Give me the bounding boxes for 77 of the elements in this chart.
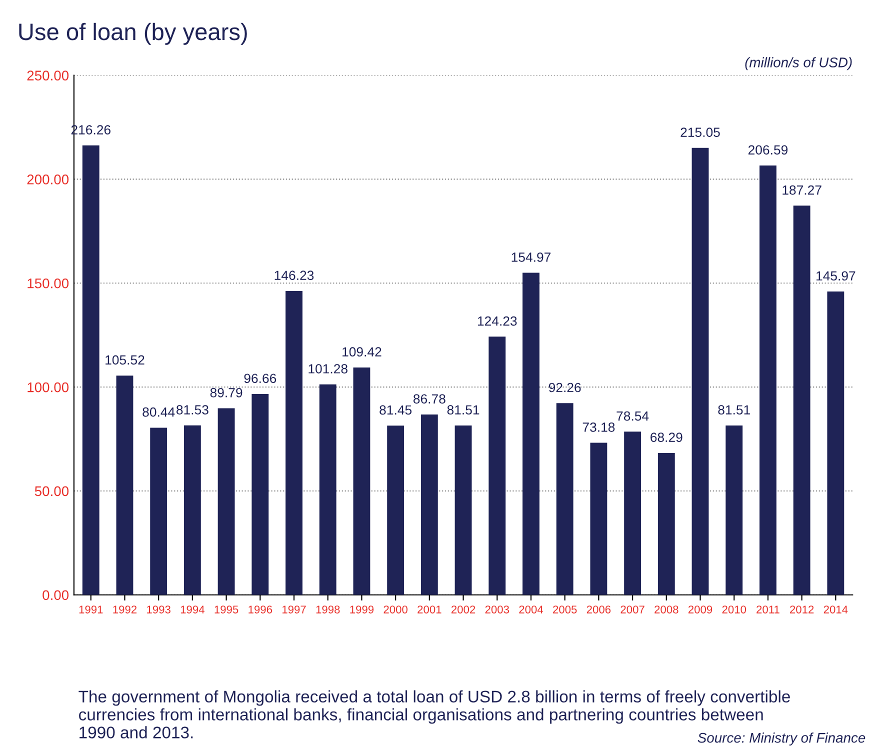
data-label: 81.45: [380, 405, 412, 415]
data-label: 81.53: [176, 405, 208, 414]
bar: [454, 425, 472, 595]
bar: [150, 428, 168, 595]
bar: [353, 367, 370, 595]
x-tick-label: 2006: [586, 606, 611, 614]
data-label: 81.51: [718, 405, 750, 415]
bar: [726, 425, 743, 595]
data-label: 92.26: [548, 382, 581, 392]
bar: [218, 408, 235, 595]
bar: [760, 166, 776, 595]
x-tick-label: 1996: [248, 606, 272, 614]
data-label: 80.44: [142, 407, 175, 417]
data-label: 146.23: [274, 270, 314, 280]
bar: [184, 425, 201, 595]
data-label: 89.79: [210, 388, 242, 398]
x-tick-label: 1995: [214, 606, 238, 614]
bar: [590, 442, 608, 595]
bar: [827, 292, 844, 595]
x-tick-label: 1998: [316, 606, 340, 614]
data-label: 206.59: [748, 145, 788, 155]
x-tick-label: 2011: [756, 606, 780, 614]
x-tick-label: 2000: [384, 606, 408, 614]
x-tick-label: 2008: [654, 606, 678, 614]
bar: [522, 272, 540, 595]
data-label: 78.54: [616, 411, 649, 421]
y-tick-label: 200.00: [27, 174, 69, 184]
x-tick-label: 1992: [113, 606, 137, 614]
x-tick-label: 2004: [519, 606, 544, 614]
x-tick-label: 1997: [282, 606, 306, 614]
data-label: 101.28: [308, 364, 348, 374]
bar: [793, 206, 810, 595]
bar: [624, 432, 642, 595]
text: (million/s of USD): [745, 57, 852, 70]
bar: [556, 403, 574, 595]
x-tick-label: 2010: [722, 606, 746, 614]
x-tick-label: 1991: [79, 606, 103, 614]
bar: [387, 426, 404, 595]
bar: [488, 336, 506, 595]
bar: [319, 384, 336, 595]
data-label: 105.52: [106, 355, 144, 365]
x-tick-label: 1999: [350, 606, 374, 614]
bar: [252, 394, 269, 595]
x-tick-label: 2005: [553, 606, 577, 614]
bar: [658, 452, 675, 595]
data-label: 86.78: [413, 394, 446, 404]
x-tick-label: 1993: [147, 606, 170, 614]
source-note: Source: Ministry of Finance: [698, 732, 866, 746]
data-label: 215.05: [680, 128, 720, 137]
data-label: 81.51: [447, 405, 480, 415]
data-label: 145.97: [816, 271, 856, 281]
chart-title: Use of loan (by years): [19, 22, 247, 45]
data-label: 124.23: [478, 316, 517, 326]
data-label: 96.66: [244, 374, 276, 384]
bar: [286, 290, 302, 595]
x-tick-label: 2009: [688, 606, 712, 614]
bar: [420, 414, 438, 595]
bar: [116, 376, 134, 595]
y-tick-label: 0.00: [42, 590, 69, 600]
x-tick-label: 2014: [824, 606, 848, 614]
y-tick-label: 50.00: [34, 486, 69, 496]
x-tick-label: 1994: [180, 606, 204, 614]
x-tick-label: 2007: [620, 606, 644, 614]
x-tick-label: 2012: [790, 606, 814, 614]
y-tick-label: 100.00: [28, 382, 69, 392]
data-label: 68.29: [650, 432, 682, 442]
data-label: 109.42: [342, 347, 382, 357]
bar: [82, 145, 100, 595]
data-label: 154.97: [512, 252, 550, 262]
y-tick-label: 250.00: [27, 70, 69, 80]
x-tick-label: 2001: [418, 606, 442, 614]
x-tick-label: 2003: [485, 606, 509, 614]
data-label: 187.27: [782, 185, 822, 195]
bar: [692, 148, 709, 595]
data-label: 73.18: [582, 422, 615, 432]
x-tick-label: 2002: [451, 606, 476, 614]
y-tick-label: 150.00: [28, 278, 69, 288]
